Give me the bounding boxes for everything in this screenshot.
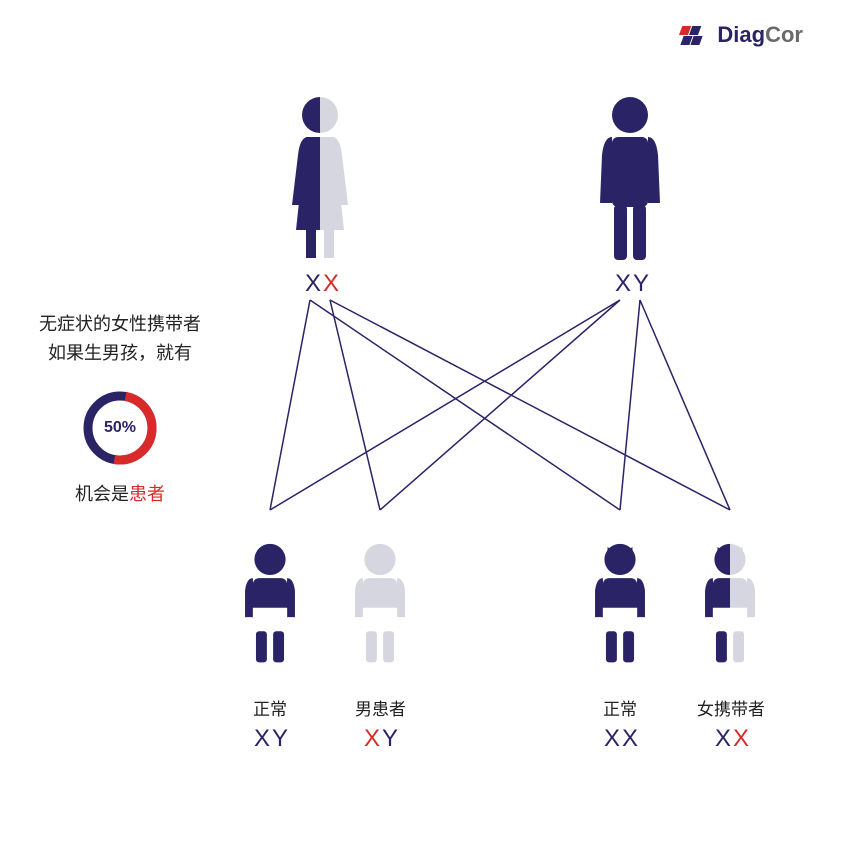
mother-genotype: XX [305, 270, 341, 298]
father-figure [600, 97, 660, 260]
child-girl-carrier [705, 544, 755, 663]
child-geno-1: XY [364, 725, 400, 753]
child-label-1: 男患者 [355, 695, 406, 720]
child-girl-normal [595, 544, 645, 663]
mother-figure [292, 97, 348, 258]
child-boy-affected [355, 544, 405, 663]
child-geno-0: XY [254, 725, 290, 753]
child-label-3: 女携带者 [697, 695, 765, 720]
child-boy-normal [245, 544, 295, 663]
inheritance-lines [270, 300, 730, 510]
child-geno-2: XX [604, 725, 640, 753]
child-label-2: 正常 [603, 695, 637, 720]
child-label-0: 正常 [253, 695, 287, 720]
father-genotype: XY [615, 270, 651, 298]
child-geno-3: XX [715, 725, 751, 753]
